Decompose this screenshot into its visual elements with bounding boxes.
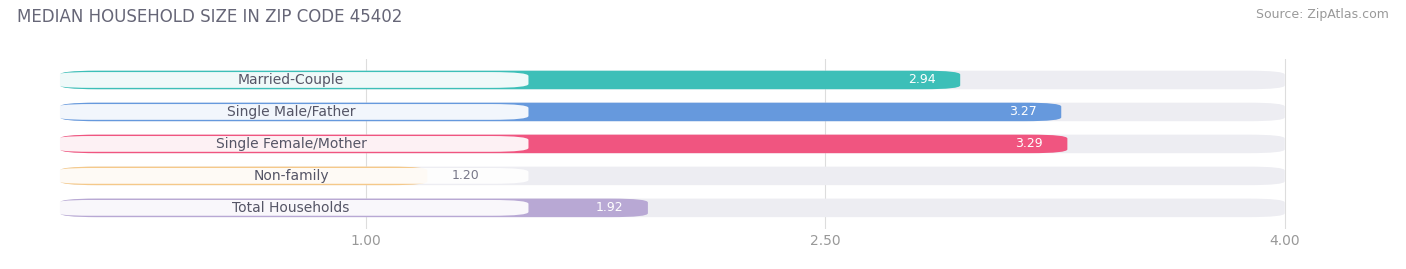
- Text: 3.27: 3.27: [1010, 105, 1036, 118]
- FancyBboxPatch shape: [53, 72, 529, 88]
- Text: 1.92: 1.92: [596, 201, 623, 214]
- FancyBboxPatch shape: [60, 167, 427, 185]
- FancyBboxPatch shape: [60, 71, 1285, 89]
- FancyBboxPatch shape: [53, 168, 529, 184]
- FancyBboxPatch shape: [60, 199, 648, 217]
- FancyBboxPatch shape: [53, 136, 529, 152]
- FancyBboxPatch shape: [53, 104, 529, 120]
- FancyBboxPatch shape: [60, 71, 960, 89]
- Text: 1.20: 1.20: [451, 169, 479, 182]
- FancyBboxPatch shape: [60, 167, 1285, 185]
- FancyBboxPatch shape: [60, 135, 1067, 153]
- Text: Single Male/Father: Single Male/Father: [226, 105, 356, 119]
- FancyBboxPatch shape: [60, 103, 1062, 121]
- FancyBboxPatch shape: [60, 135, 1285, 153]
- Text: 3.29: 3.29: [1015, 137, 1043, 150]
- Text: Married-Couple: Married-Couple: [238, 73, 344, 87]
- FancyBboxPatch shape: [60, 199, 1285, 217]
- Text: Non-family: Non-family: [253, 169, 329, 183]
- FancyBboxPatch shape: [53, 200, 529, 216]
- Text: Single Female/Mother: Single Female/Mother: [215, 137, 367, 151]
- Text: Total Households: Total Households: [232, 201, 350, 215]
- Text: MEDIAN HOUSEHOLD SIZE IN ZIP CODE 45402: MEDIAN HOUSEHOLD SIZE IN ZIP CODE 45402: [17, 8, 402, 26]
- FancyBboxPatch shape: [60, 103, 1285, 121]
- Text: 2.94: 2.94: [908, 73, 936, 86]
- Text: Source: ZipAtlas.com: Source: ZipAtlas.com: [1256, 8, 1389, 21]
